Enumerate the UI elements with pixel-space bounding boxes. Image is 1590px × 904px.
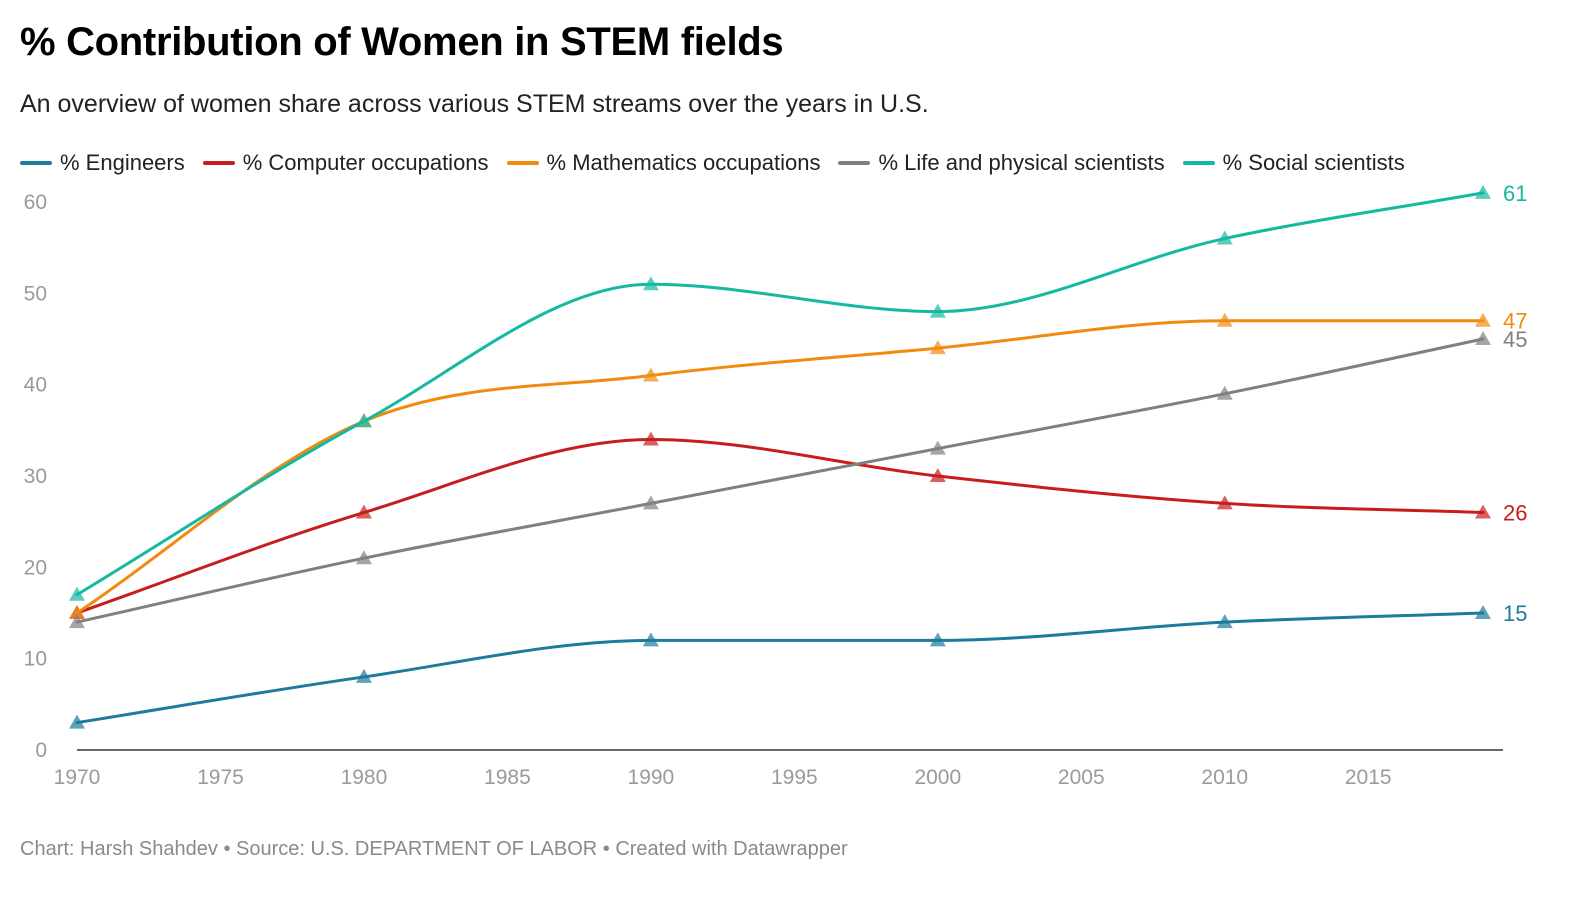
x-tick-label: 1985	[484, 766, 531, 789]
data-point-marker	[642, 632, 659, 647]
y-tick-label: 30	[24, 465, 47, 488]
data-point-marker	[642, 431, 659, 446]
legend-item: % Life and physical scientists	[838, 150, 1165, 176]
series-end-label: 47	[1503, 309, 1527, 334]
legend-label: % Mathematics occupations	[546, 150, 821, 175]
data-point-marker	[355, 504, 372, 519]
data-point-marker	[69, 605, 85, 619]
legend-item: % Social scientists	[1182, 150, 1405, 176]
series-group: 45	[69, 327, 1527, 629]
data-point-marker	[1216, 230, 1233, 245]
series-line	[75, 191, 1485, 597]
data-point-marker	[929, 440, 946, 455]
series-group: 26	[69, 431, 1527, 619]
data-point-marker	[69, 714, 85, 729]
y-tick-label: 60	[24, 191, 47, 214]
y-tick-label: 10	[24, 648, 47, 671]
series-end-label: 45	[1503, 327, 1527, 352]
x-tick-label: 1970	[54, 766, 101, 789]
series-line	[75, 337, 1485, 624]
data-point-marker	[69, 614, 85, 629]
legend-swatch	[20, 161, 52, 165]
legend-item: % Computer occupations	[202, 150, 489, 176]
legend: % Engineers % Computer occupations % Mathe…	[20, 150, 1423, 176]
data-point-marker	[69, 586, 85, 601]
data-point-marker	[1475, 504, 1491, 519]
legend-swatch	[202, 161, 235, 165]
data-point-marker	[355, 550, 372, 565]
data-point-marker	[1475, 331, 1491, 345]
data-point-marker	[929, 303, 946, 318]
y-tick-label: 50	[24, 282, 47, 305]
chart-subtitle: An overview of women share across variou…	[20, 90, 929, 118]
data-point-marker	[1216, 614, 1233, 629]
data-point-marker	[642, 367, 659, 382]
legend-item: % Engineers	[20, 150, 185, 176]
x-tick-label: 2015	[1345, 766, 1392, 789]
data-point-marker	[1475, 605, 1491, 619]
chart-footer: Chart: Harsh Shahdev • Source: U.S. DEPA…	[20, 838, 848, 860]
x-tick-label: 2005	[1058, 766, 1105, 789]
y-tick-label: 40	[24, 374, 47, 397]
series-group: 15	[69, 601, 1527, 729]
legend-swatch	[506, 161, 539, 165]
chart-title: % Contribution of Women in STEM fields	[20, 20, 784, 64]
data-point-marker	[929, 468, 946, 482]
data-point-marker	[355, 668, 372, 683]
legend-swatch	[1182, 161, 1215, 165]
x-tick-label: 2010	[1201, 766, 1248, 789]
y-tick-label: 0	[35, 739, 47, 762]
y-tick-label: 20	[24, 556, 47, 579]
legend-item: % Mathematics occupations	[506, 150, 821, 176]
data-point-marker	[642, 276, 659, 291]
x-tick-label: 1980	[341, 766, 388, 789]
data-point-marker	[642, 495, 659, 510]
data-point-marker	[1216, 385, 1233, 400]
data-point-marker	[1216, 312, 1233, 327]
series-line	[75, 319, 1485, 615]
series-line	[75, 611, 1485, 725]
series-end-label: 15	[1503, 601, 1527, 626]
data-point-marker	[929, 632, 946, 647]
legend-swatch	[838, 161, 871, 165]
data-point-marker	[1475, 184, 1491, 199]
data-point-marker	[1475, 312, 1491, 327]
data-point-marker	[355, 413, 372, 428]
legend-label: % Computer occupations	[242, 150, 489, 175]
x-tick-label: 1990	[628, 766, 675, 789]
series-end-label: 26	[1503, 501, 1527, 526]
x-tick-label: 1995	[771, 766, 818, 789]
x-tick-label: 1975	[197, 766, 244, 789]
x-tick-label: 2000	[914, 766, 961, 789]
data-point-marker	[1216, 495, 1233, 510]
series-group: 61	[69, 181, 1527, 601]
line-chart: 0 10 20 30 40 50 60 1970 1975 1980 1985 1990 1995 200…	[24, 181, 1528, 789]
legend-label: % Life and physical scientists	[878, 150, 1165, 175]
legend-label: % Social scientists	[1222, 150, 1405, 175]
data-point-marker	[929, 340, 946, 355]
series-line	[75, 437, 1485, 615]
legend-label: % Engineers	[60, 150, 185, 175]
series-end-label: 61	[1503, 181, 1527, 206]
